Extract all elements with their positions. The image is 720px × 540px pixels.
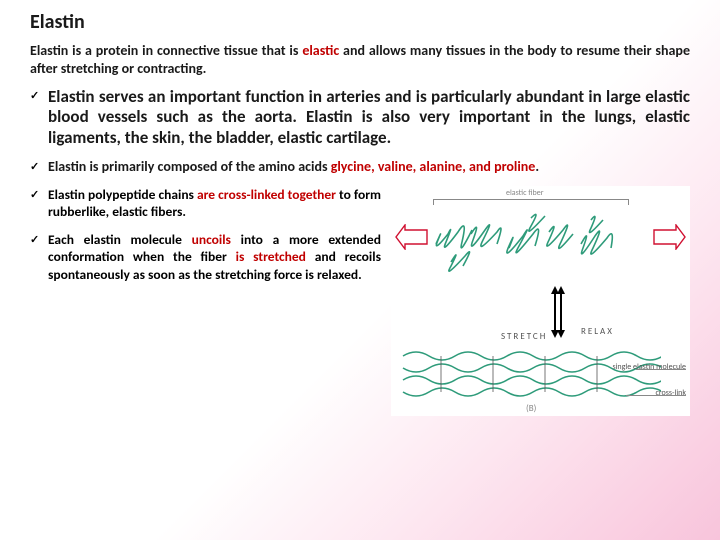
b4-h1: uncoils [192, 231, 231, 248]
b2c: . [535, 158, 539, 175]
arrow-right-icon [652, 224, 686, 250]
bullet-list: Elastin serves an important function in … [30, 87, 690, 176]
bullet-crosslink: Elastin polypeptide chains are cross-lin… [30, 186, 381, 221]
b4a: Each elastin molecule [48, 231, 192, 248]
left-column: Elastin polypeptide chains are cross-lin… [30, 186, 381, 416]
stretch-relax-arrow-icon [551, 284, 565, 340]
top-bracket [433, 199, 629, 200]
b3a: Elastin polypeptide chains [48, 186, 197, 203]
bullet-uncoil: Each elastin molecule uncoils into a mor… [30, 231, 381, 284]
b2-highlight: glycine, valine, alanine, and proline [331, 158, 536, 175]
relaxed-fiber-icon [431, 204, 631, 276]
bullet-composition: Elastin is primarily composed of the ami… [30, 158, 690, 176]
page-title: Elastin [30, 10, 690, 34]
stretched-fiber-icon [401, 346, 661, 406]
diagram-caption: (B) [526, 403, 536, 414]
content-row: Elastin polypeptide chains are cross-lin… [30, 186, 690, 416]
bullet-function: Elastin serves an important function in … [30, 87, 690, 148]
arrow-left-icon [395, 224, 429, 250]
intro-paragraph: Elastin is a protein in connective tissu… [30, 42, 690, 77]
crosslink-label: cross-link [656, 388, 686, 398]
elastin-diagram: elastic fiber [391, 186, 690, 416]
b2a: Elastin is primarily composed of the ami… [48, 158, 331, 175]
diagram-top-label: elastic fiber [506, 188, 544, 198]
intro-a: Elastin is a protein in connective tissu… [30, 42, 302, 59]
stretch-label: STRETCH [501, 331, 547, 342]
relax-label: RELAX [581, 326, 614, 337]
b4-h2: is stretched [236, 248, 306, 265]
single-molecule-label: single elastin molecule [612, 362, 686, 372]
intro-highlight: elastic [302, 42, 339, 59]
b3-highlight: are cross-linked together [197, 186, 336, 203]
